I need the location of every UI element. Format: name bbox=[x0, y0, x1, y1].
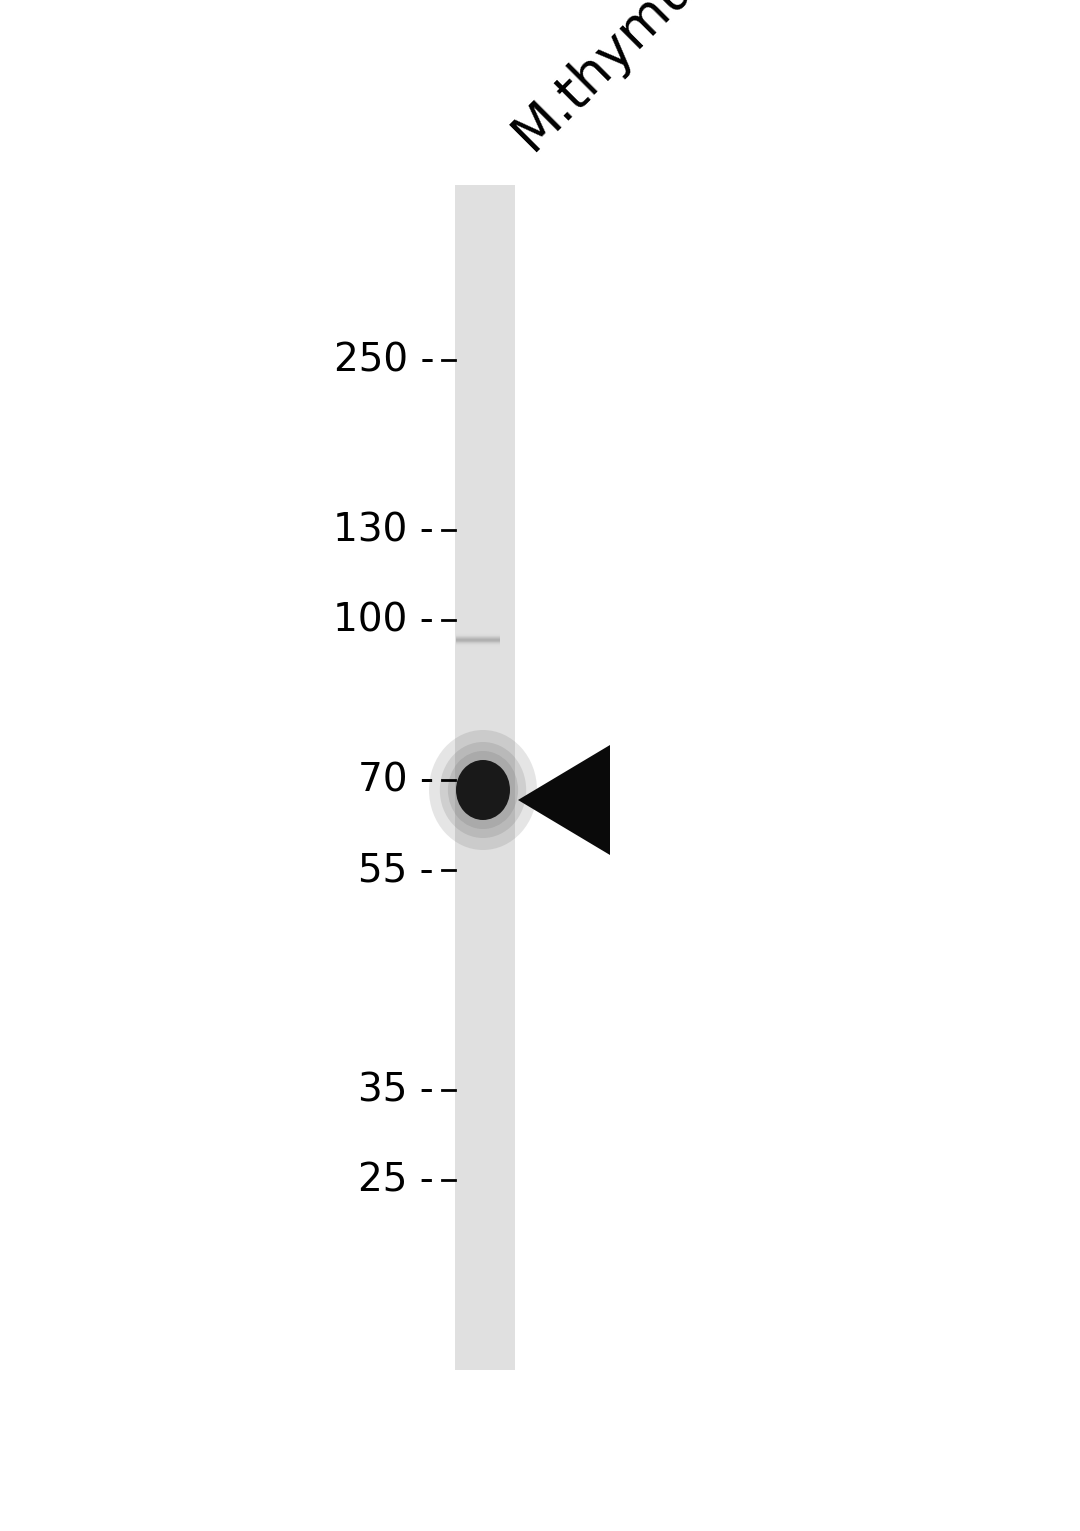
Ellipse shape bbox=[440, 743, 526, 837]
Text: 250 -: 250 - bbox=[334, 341, 434, 380]
Ellipse shape bbox=[429, 730, 537, 850]
Text: 35 -: 35 - bbox=[359, 1072, 434, 1108]
Polygon shape bbox=[518, 746, 610, 854]
Text: 55 -: 55 - bbox=[359, 851, 434, 890]
Text: 70 -: 70 - bbox=[357, 761, 434, 799]
Ellipse shape bbox=[448, 752, 518, 828]
Text: M.thymus: M.thymus bbox=[503, 0, 724, 161]
Text: 130 -: 130 - bbox=[334, 511, 434, 550]
Text: 25 -: 25 - bbox=[359, 1160, 434, 1199]
Bar bbox=[455, 185, 515, 1370]
Text: 100 -: 100 - bbox=[334, 602, 434, 638]
Ellipse shape bbox=[456, 759, 510, 821]
